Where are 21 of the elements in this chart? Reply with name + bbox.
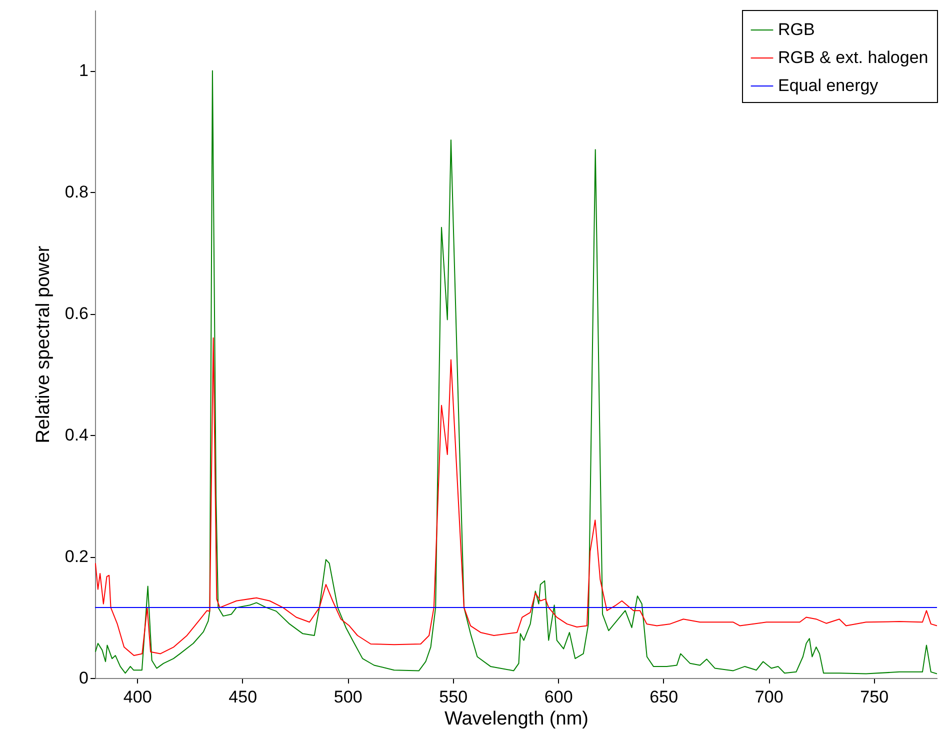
y-tick-label: 0.8 [64, 182, 88, 202]
y-tick-label: 0.6 [64, 304, 88, 324]
x-tick-label: 750 [860, 688, 889, 706]
x-axis-title: Wavelength (nm) [444, 708, 588, 730]
x-tick-label: 700 [754, 688, 784, 706]
y-axis-title: Relative spectral power [32, 245, 54, 444]
line-series [95, 337, 937, 656]
x-tick-label: 550 [439, 688, 468, 706]
legend-label: RGB & ext. halogen [778, 48, 928, 67]
y-tick-label: 0 [79, 668, 88, 688]
x-tick-label: 450 [228, 688, 258, 706]
y-tick-label: 0.2 [64, 547, 88, 566]
x-tick-label: 650 [650, 688, 678, 706]
y-tick-label: 0.4 [64, 426, 88, 445]
line-series [95, 70, 937, 674]
x-tick-label: 400 [123, 688, 152, 706]
x-tick-label: 500 [334, 688, 362, 706]
y-tick-label: 1 [79, 61, 88, 80]
legend-label: Equal energy [778, 76, 879, 95]
x-tick-label: 600 [544, 688, 573, 706]
legend-label: RGB [778, 20, 815, 39]
